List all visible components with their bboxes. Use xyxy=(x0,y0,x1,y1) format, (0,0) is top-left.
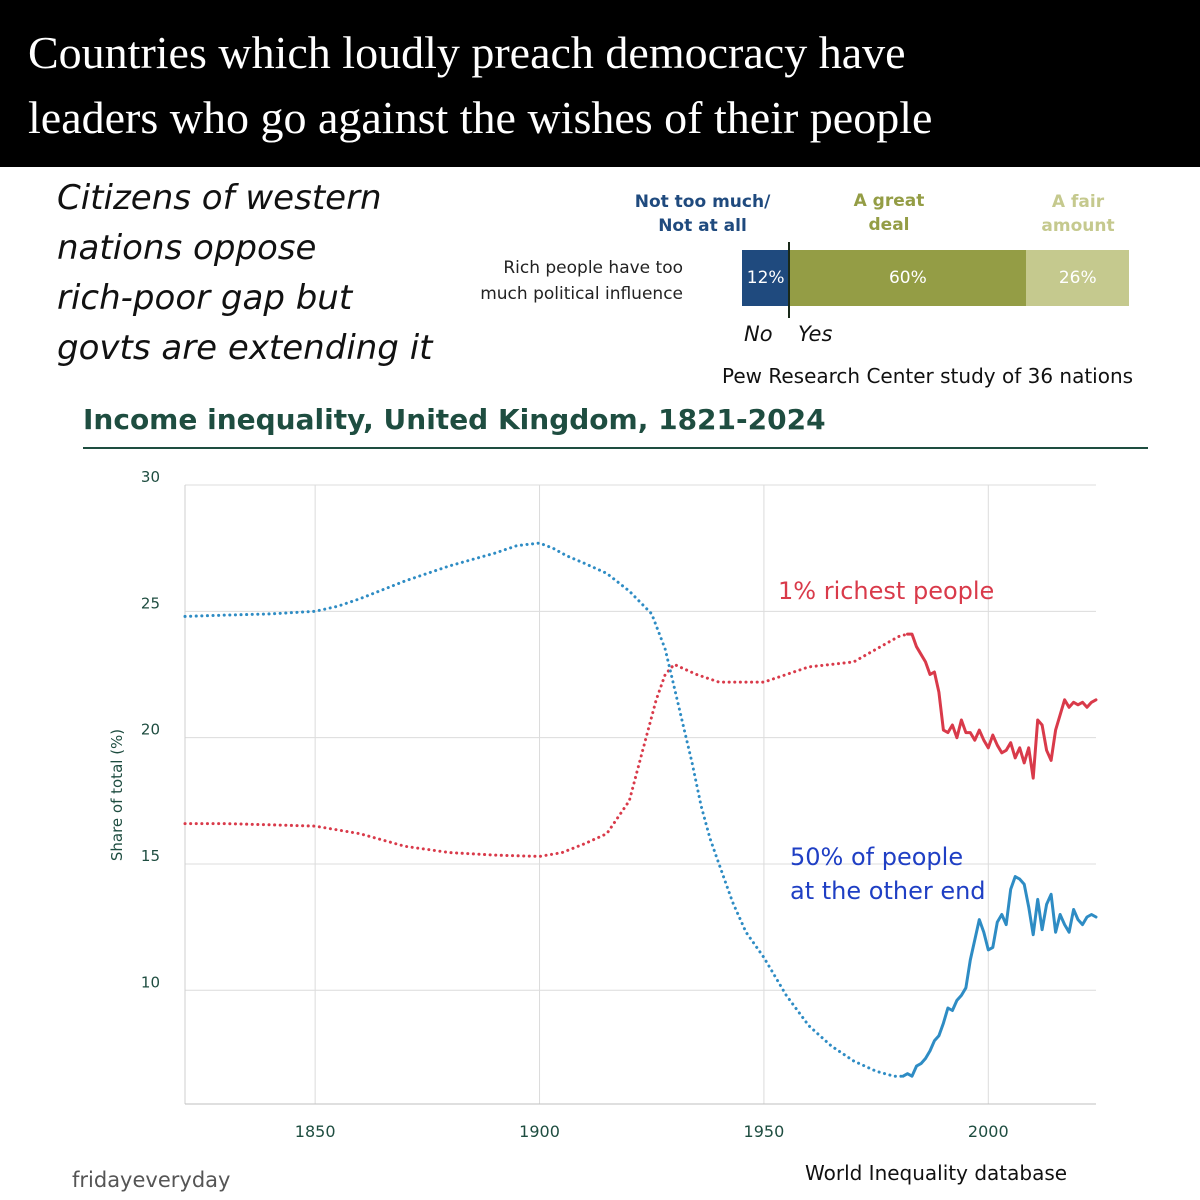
x-tick-label: 1950 xyxy=(744,1122,785,1141)
series-label-bottom50-line-2: at the other end xyxy=(790,877,986,905)
annotation-yes: Yes xyxy=(798,322,833,346)
bar-value-label: 12% xyxy=(746,268,785,288)
bar-value-label: 26% xyxy=(1058,268,1097,288)
bar-segment-fair-amount xyxy=(1026,250,1130,306)
bar-divider xyxy=(788,242,791,318)
side-note-line-2: nations oppose xyxy=(57,228,317,268)
bar-segment-not-too-much xyxy=(742,250,790,306)
bar-category-label-line-1: Rich people have too xyxy=(503,258,683,278)
title-rule xyxy=(83,447,1148,449)
segment-header-line: Not too much/ xyxy=(634,192,771,212)
y-tick-label: 15 xyxy=(141,847,160,865)
annotation-no: No xyxy=(744,322,773,346)
watermark: fridayeveryday xyxy=(72,1168,231,1192)
segment-header-great-deal: A great deal xyxy=(829,189,949,237)
segment-header-not-too-much: Not too much/ Not at all xyxy=(620,190,785,238)
series-bottom50-solid-line xyxy=(901,875,1098,1078)
series-label-top1: 1% richest people xyxy=(778,577,994,605)
headline-line-1: Countries which loudly preach democracy … xyxy=(28,27,906,78)
segment-header-line: A great xyxy=(853,191,925,211)
segment-header-line: amount xyxy=(1041,216,1115,236)
y-tick-label: 30 xyxy=(141,468,160,486)
y-tick-label: 25 xyxy=(141,594,160,612)
x-tick-label: 1900 xyxy=(519,1122,560,1141)
bar-value-label: 60% xyxy=(888,268,927,288)
segment-header-line: Not at all xyxy=(658,216,747,236)
segment-header-fair-amount: A fair amount xyxy=(1023,190,1133,238)
x-tick-label: 1850 xyxy=(295,1122,336,1141)
y-tick-label: 20 xyxy=(141,721,160,739)
chart-source: World Inequality database xyxy=(805,1161,1068,1185)
side-note-line-1: Citizens of western xyxy=(57,178,382,218)
pew-source: Pew Research Center study of 36 nations xyxy=(722,364,1134,388)
y-tick-label: 10 xyxy=(141,973,160,991)
series-top1-solid-line xyxy=(906,632,1098,780)
headline-line-2: leaders who go against the wishes of the… xyxy=(28,92,933,143)
segment-header-line: A fair xyxy=(1051,192,1105,212)
bar-segment-great-deal xyxy=(789,250,1027,306)
y-axis-label: Share of total (%) xyxy=(108,729,126,861)
series-bottom50-dotted-line xyxy=(183,541,905,1078)
bar-category-label-line-2: much political influence xyxy=(480,284,683,304)
headline-banner: Countries which loudly preach democracy … xyxy=(0,0,1200,167)
series-label-bottom50-line-1: 50% of people xyxy=(790,843,963,871)
side-note-line-3: rich-poor gap but xyxy=(57,278,353,318)
segment-header-line: deal xyxy=(868,215,910,235)
series-top1-dotted-line xyxy=(183,632,909,858)
x-tick-label: 2000 xyxy=(968,1122,1009,1141)
side-note-line-4: govts are extending it xyxy=(57,328,433,368)
chart-title: Income inequality, United Kingdom, 1821-… xyxy=(83,403,826,436)
